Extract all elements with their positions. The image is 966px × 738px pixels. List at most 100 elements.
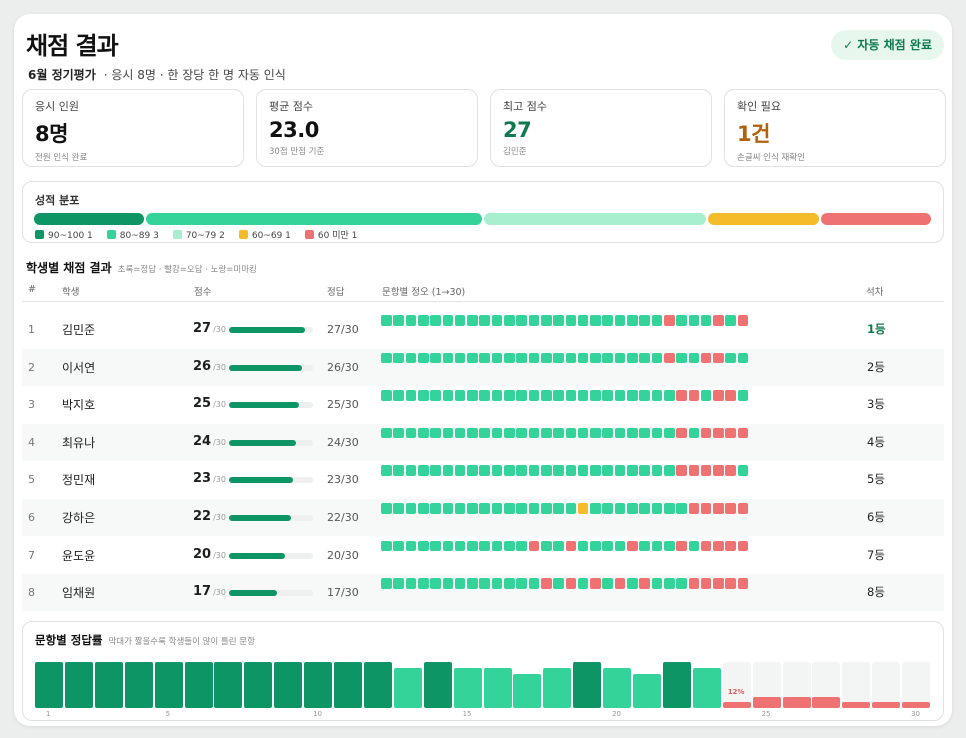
- stat-card: 최고 점수 27 김민준: [490, 89, 712, 167]
- answer-cell: [479, 578, 491, 589]
- answer-cell: [479, 390, 491, 401]
- row-index: 1: [28, 323, 35, 336]
- answer-cell: [479, 540, 491, 552]
- stat-note: 30점 만점 기준: [269, 147, 325, 157]
- table-row[interactable]: 1 김민준 27/30 27/30 1등: [22, 311, 944, 348]
- answer-cell: [393, 315, 404, 326]
- score-track: [229, 477, 313, 484]
- accuracy-bar: [453, 667, 482, 708]
- answer-cell: [381, 503, 392, 514]
- stat-note: 김민준: [503, 147, 527, 157]
- answer-cell: [663, 578, 675, 589]
- accuracy-column: [423, 660, 452, 708]
- table-row[interactable]: 5 정민재 23/30 23/30 5등: [22, 461, 944, 498]
- accuracy-bar: [573, 662, 602, 708]
- answer-cell: [565, 578, 577, 589]
- axis-tick-label: 20: [612, 710, 622, 718]
- table-row[interactable]: 6 강하은 22/30 22/30 6등: [22, 499, 944, 536]
- answer-cell: [614, 315, 626, 326]
- answer-cell: [577, 427, 589, 439]
- accuracy-bar: [184, 662, 213, 708]
- accuracy-bar: [483, 667, 512, 708]
- answer-cell: [454, 540, 466, 552]
- row-index: 6: [28, 511, 35, 524]
- score-track: [229, 552, 313, 559]
- answer-cell: [590, 390, 601, 401]
- score-max: /30: [213, 362, 226, 372]
- accuracy-column: [573, 660, 602, 708]
- answer-cell: [565, 390, 577, 401]
- answer-cell: [393, 427, 404, 439]
- answer-cell: [688, 315, 700, 326]
- accuracy-bars: 12% 1 5 10 15 20 25 30: [35, 660, 931, 718]
- stat-label: 확인 필요: [737, 100, 781, 113]
- answer-cell: [639, 390, 650, 401]
- answer-cell: [442, 390, 454, 401]
- answer-cell: [700, 503, 712, 514]
- results-title: 학생별 채점 결과: [26, 261, 112, 275]
- legend-label: 70~79 2: [185, 231, 225, 241]
- correct-count: 23/30: [327, 473, 359, 487]
- answer-cell: [528, 352, 540, 364]
- table-row[interactable]: 8 임채원 17/30 17/30 8등: [22, 574, 944, 612]
- legend-swatch: [172, 230, 182, 239]
- answer-cell: [565, 465, 577, 477]
- answer-cell: [639, 315, 650, 326]
- answer-cell: [700, 578, 712, 589]
- auto-grading-complete-badge[interactable]: ✓ 자동 채점 완료: [831, 30, 944, 60]
- stat-card: 응시 인원 8명 전원 인식 완료: [22, 89, 244, 167]
- answer-cell: [454, 427, 466, 439]
- answer-cell: [442, 315, 454, 326]
- stat-note: 손글씨 인식 재확인: [737, 153, 805, 163]
- accuracy-bar: [603, 667, 632, 708]
- answer-cell: [442, 427, 454, 439]
- answer-cell: [528, 315, 540, 326]
- answer-cell: [553, 390, 564, 401]
- answer-cell: [725, 352, 737, 364]
- accuracy-column: [244, 660, 273, 708]
- accuracy-column: [334, 660, 362, 708]
- accuracy-bar: [274, 662, 303, 708]
- item-accuracy-chart: 문항별 정답률 막대가 짧을수록 학생들이 많이 틀린 문항 12% 1 5 10 15 2…: [22, 621, 944, 721]
- answer-cell: [393, 578, 404, 589]
- distribution-label: 성적 분포: [35, 194, 80, 207]
- answer-cell: [577, 352, 589, 364]
- answer-cell: [430, 540, 441, 552]
- answer-cell: [405, 578, 417, 589]
- exam-meta: · 응시 8명 · 한 장당 한 명 자동 인식: [103, 68, 286, 82]
- score-fill: [229, 552, 285, 559]
- answer-cell: [639, 352, 650, 364]
- table-row[interactable]: 3 박지호 25/30 25/30 3등: [22, 386, 944, 423]
- answer-cell: [516, 352, 527, 364]
- answer-cell: [577, 465, 589, 477]
- table-row[interactable]: 7 윤도윤 20/30 20/30 7등: [22, 537, 944, 574]
- stat-value: 23.0: [269, 118, 319, 142]
- answer-cell: [737, 540, 749, 552]
- accuracy-bar: [752, 696, 781, 708]
- answer-cell: [454, 390, 466, 401]
- accuracy-bar: [244, 662, 273, 708]
- col-answers-header: 문항별 정오 (1→30): [382, 287, 466, 298]
- table-row[interactable]: 4 최유나 24/30 24/30 4등: [22, 423, 944, 461]
- accuracy-column: [872, 660, 901, 708]
- answer-cell: [540, 315, 552, 326]
- stat-card: 확인 필요 1건 손글씨 인식 재확인: [724, 89, 946, 167]
- answer-cell: [627, 578, 638, 589]
- score-value: 23: [193, 471, 212, 487]
- answer-cell: [454, 578, 466, 589]
- answer-cell: [627, 540, 638, 552]
- answer-cell: [430, 352, 441, 364]
- answer-cell: [540, 352, 552, 364]
- answer-cell: [614, 503, 626, 514]
- score-fill: [229, 327, 305, 333]
- answer-cell: [590, 578, 601, 589]
- answer-cell: [676, 578, 687, 589]
- answer-cell: [516, 427, 527, 439]
- axis-tick-label: 10: [313, 710, 323, 718]
- answer-cell: [417, 427, 429, 439]
- table-row[interactable]: 2 이서연 26/30 26/30 2등: [22, 348, 944, 386]
- answer-cell: [602, 503, 614, 514]
- accuracy-bar-bg: [722, 662, 751, 708]
- answer-cell: [590, 352, 601, 364]
- answer-cell: [454, 465, 466, 477]
